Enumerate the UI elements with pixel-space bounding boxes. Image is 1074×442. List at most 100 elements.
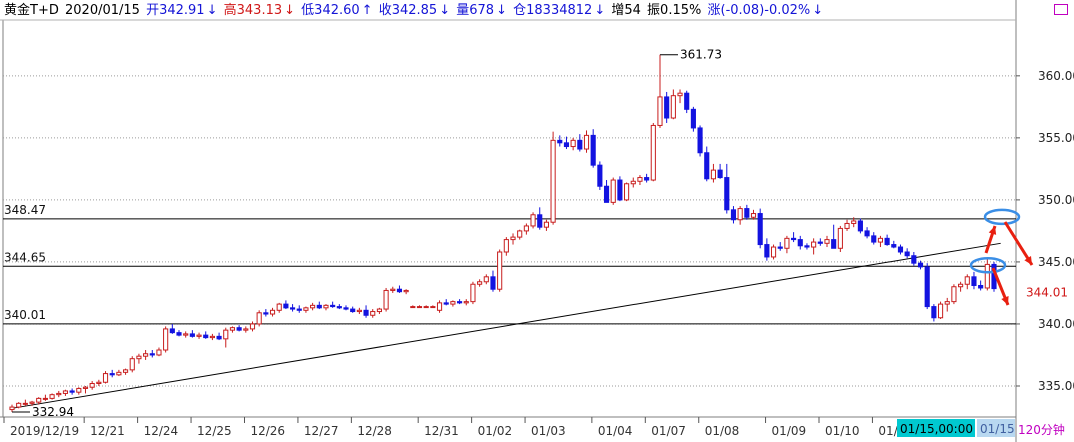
red-arrow-right <box>1003 221 1034 266</box>
candle-body <box>570 139 576 148</box>
candle-body <box>657 96 663 126</box>
current-price-label: 344.01 <box>1026 286 1068 300</box>
candle-body <box>303 307 309 311</box>
candle-body <box>350 308 356 313</box>
candle-body <box>864 230 870 237</box>
candle-body <box>764 244 770 258</box>
y-tick-label: 360.00 <box>1038 69 1074 83</box>
crosshair-time-label: 01/15,00:00 <box>900 422 973 436</box>
candle-body <box>156 349 162 356</box>
candle-body <box>710 169 716 180</box>
candle-body <box>163 328 169 351</box>
candle-body <box>42 397 48 400</box>
candle-body <box>523 225 529 232</box>
candle-body <box>537 214 543 228</box>
volume-arrow-icon: ↓ <box>496 3 507 18</box>
candle-body <box>310 304 316 309</box>
candle-body <box>984 263 990 289</box>
candle-body <box>944 301 950 305</box>
candle-body <box>964 276 970 285</box>
candle-body <box>330 304 336 308</box>
candle-body <box>563 142 570 148</box>
candle-body <box>724 177 730 211</box>
quote-header: 黄金T+D 2020/01/15 开342.91 ↓ 高343.13 ↓ 低342.… <box>4 2 825 20</box>
candle-body <box>697 127 703 154</box>
candle-body <box>951 286 957 303</box>
x-tick-label: 01/10 <box>825 424 860 438</box>
x-tick-label: 12/24 <box>144 424 179 438</box>
candle-body <box>530 214 536 227</box>
candle-body <box>256 312 262 325</box>
y-tick-label: 335.00 <box>1038 379 1074 393</box>
red-arrow-up-head <box>988 226 997 235</box>
close-arrow-icon: ↓ <box>439 3 451 18</box>
candle-body <box>958 283 964 288</box>
candle-body <box>269 309 276 315</box>
volume: 量678 <box>456 3 495 18</box>
max-price-label: 361.73 <box>680 48 722 62</box>
candle-body <box>737 208 743 221</box>
candle-body <box>543 221 549 228</box>
candle-body <box>390 288 396 291</box>
candle-body <box>497 251 503 290</box>
x-tick-label: 01/02 <box>478 424 513 438</box>
candle-body <box>791 237 797 241</box>
candle-body <box>550 139 556 223</box>
candle-body <box>136 355 142 360</box>
candle-body <box>56 392 62 396</box>
candle-body <box>603 185 610 203</box>
candle-body <box>363 309 369 316</box>
candle-body <box>937 303 944 319</box>
candle-body <box>89 383 95 388</box>
x-tick-label: 01/09 <box>772 424 807 438</box>
trend-line <box>11 242 1001 409</box>
candle-body <box>209 335 215 339</box>
close-price: 收342.85 <box>378 3 438 18</box>
x-tick-label: 01/08 <box>705 424 740 438</box>
amplitude: 振0.15% <box>647 3 702 18</box>
price-change: 涨(-0.08)-0.02% <box>707 3 811 18</box>
candle-body <box>82 386 89 389</box>
bar-date: 2020/01/15 <box>65 3 140 18</box>
candle-body <box>296 308 302 311</box>
candle-body <box>503 239 509 253</box>
candle-body <box>403 289 409 293</box>
open-arrow-icon: ↓ <box>206 3 218 18</box>
candle-body <box>276 303 282 311</box>
candle-body <box>857 220 863 232</box>
candle-body <box>630 180 636 185</box>
candle-body <box>283 303 289 309</box>
candle-body <box>69 390 75 393</box>
candle-body <box>637 177 643 182</box>
candle-body <box>517 230 523 238</box>
period-label: 120分钟 <box>1018 422 1065 437</box>
candle-body <box>851 220 857 224</box>
candle-body <box>911 255 917 264</box>
candle-body <box>897 246 904 253</box>
candle-body <box>290 307 296 310</box>
candle-body <box>16 402 22 408</box>
candle-body <box>416 306 423 309</box>
candle-body <box>249 323 256 330</box>
candle-body <box>450 301 456 305</box>
candle-body <box>577 139 583 150</box>
candle-body <box>877 237 884 243</box>
candle-body <box>583 134 590 150</box>
x-tick-label: 01/03 <box>531 424 566 438</box>
candle-body <box>924 266 930 308</box>
high-price: 高343.13 <box>223 3 283 18</box>
last-time-label: 01/15 <box>980 422 1015 436</box>
candle-body <box>590 134 596 166</box>
candle-body <box>176 332 182 336</box>
x-tick-label: 12/21 <box>90 424 125 438</box>
candle-body <box>370 311 376 316</box>
candle-body <box>837 227 843 249</box>
window-toggle-icon[interactable] <box>1054 4 1068 15</box>
candle-body <box>624 183 630 201</box>
level-label: 340.01 <box>4 308 46 322</box>
candle-body <box>931 306 937 319</box>
highlight-ellipse <box>969 257 1007 274</box>
candle-body <box>376 308 382 313</box>
oi-change: 增54 <box>611 3 641 18</box>
